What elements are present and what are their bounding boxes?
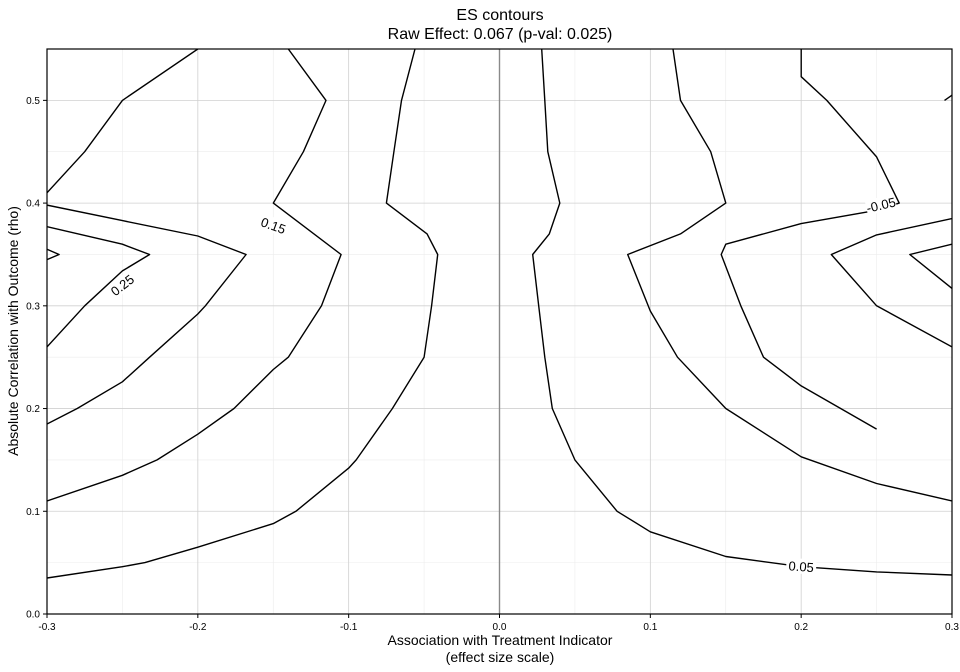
y-tick-label: 0.5 <box>26 96 40 107</box>
x-axis-label-line2: (effect size scale) <box>446 649 555 665</box>
contour-line <box>532 49 952 576</box>
contour-line <box>47 49 199 194</box>
contour-label-group: 0.05 <box>785 557 817 575</box>
x-tick-label: -0.2 <box>189 622 207 633</box>
contour-line <box>47 49 342 502</box>
contour-label-backdrop <box>785 557 817 575</box>
chart-subtitle: Raw Effect: 0.067 (p-val: 0.025) <box>388 26 613 43</box>
chart-title: ES contours <box>456 7 543 24</box>
y-tick-label: 0.2 <box>26 404 40 415</box>
y-tick-label: 0.0 <box>26 610 40 621</box>
contour-line <box>830 217 952 348</box>
y-tick-label: 0.1 <box>26 507 40 518</box>
x-tick-label: -0.3 <box>38 622 56 633</box>
x-tick-label: 0.1 <box>643 622 657 633</box>
y-tick-label: 0.3 <box>26 301 40 312</box>
y-axis-ticks: 0.0 0.1 0.2 0.3 0.4 0.5 <box>26 96 47 621</box>
contour-label-backdrop <box>864 193 898 216</box>
contour-label-group: -0.05 <box>864 193 898 216</box>
contour-labels: 0.250.15-0.050.05 <box>105 193 898 575</box>
contour-label-backdrop <box>105 269 139 301</box>
contour-line <box>47 49 439 579</box>
contour-line <box>944 90 952 101</box>
contour-line <box>909 243 952 289</box>
x-axis-ticks: -0.3 -0.2 -0.1 0.0 0.1 0.2 0.3 <box>38 614 959 633</box>
contour-label-backdrop <box>256 213 291 238</box>
y-tick-label: 0.4 <box>26 199 40 210</box>
x-tick-label: 0.2 <box>794 622 808 633</box>
contour-line <box>47 226 151 348</box>
x-tick-label: 0.3 <box>945 622 959 633</box>
contour-label: -0.05 <box>865 194 897 215</box>
x-tick-label: 0.0 <box>493 622 507 633</box>
y-axis-label: Absolute Correlation with Outcome (rho) <box>5 206 21 456</box>
x-axis-label-line1: Association with Treatment Indicator <box>388 632 613 648</box>
contour-label: 0.05 <box>788 558 814 575</box>
x-tick-label: -0.1 <box>340 622 358 633</box>
contour-line <box>47 248 60 261</box>
contour-line <box>627 49 952 502</box>
contour-lines <box>47 49 952 579</box>
contour-line <box>720 49 900 430</box>
contour-line <box>47 204 247 425</box>
